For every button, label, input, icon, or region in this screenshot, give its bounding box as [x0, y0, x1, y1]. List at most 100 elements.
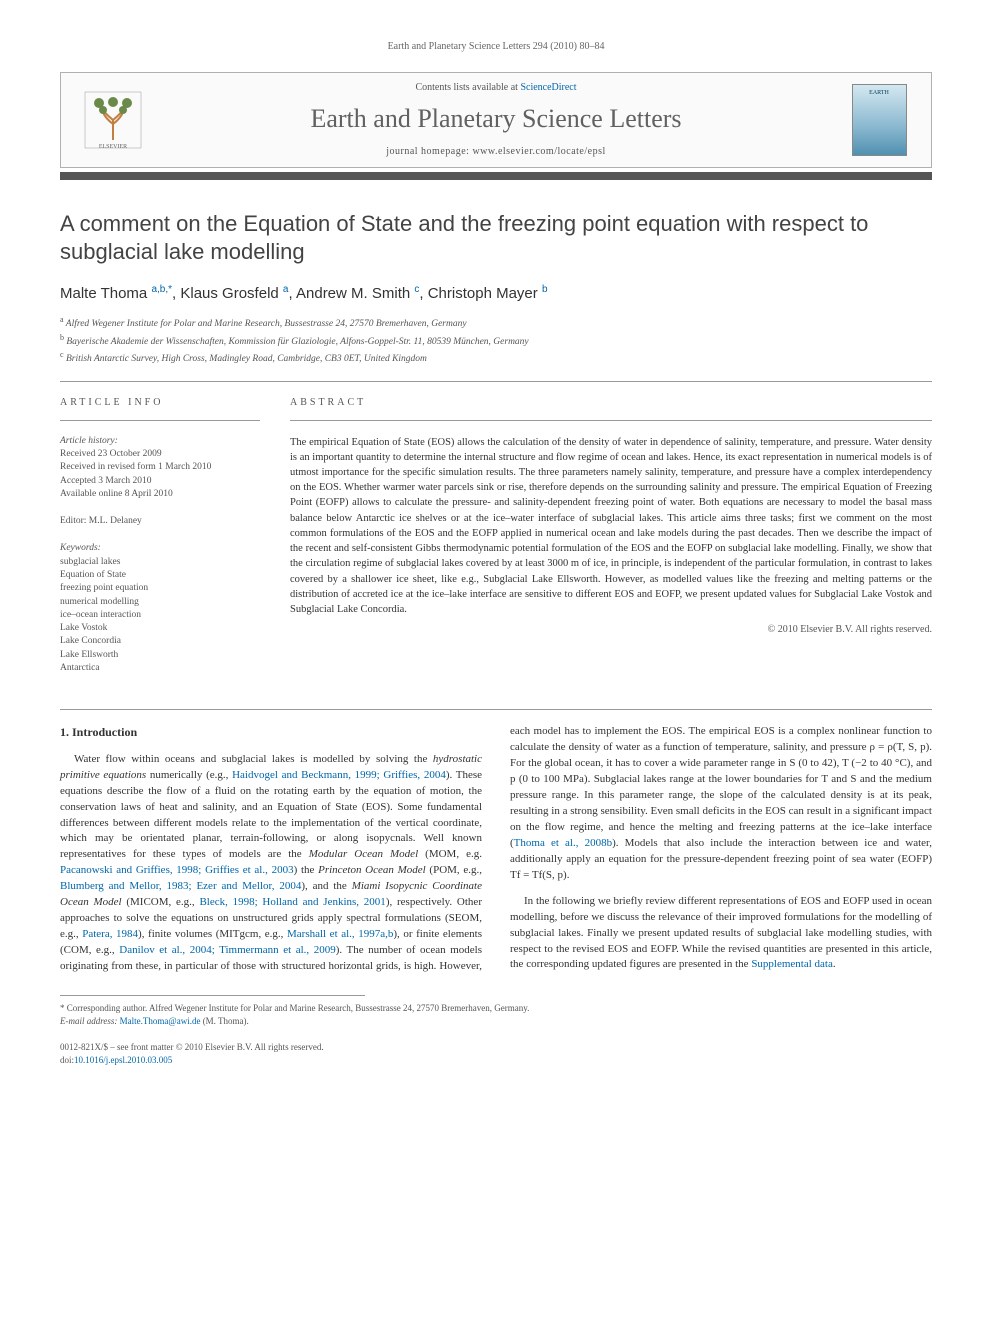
email-label: E-mail address: — [60, 1016, 120, 1026]
email-attribution: (M. Thoma). — [200, 1016, 248, 1026]
keywords-head: Keywords: — [60, 542, 260, 555]
contents-line: Contents lists available at ScienceDirec… — [153, 81, 839, 95]
citation-link[interactable]: Thoma et al., 2008b — [514, 837, 612, 849]
affiliation-list: a Alfred Wegener Institute for Polar and… — [60, 314, 932, 366]
journal-title: Earth and Planetary Science Letters — [153, 101, 839, 137]
separator — [60, 420, 260, 421]
abstract-heading: abstract — [290, 396, 932, 410]
keyword: numerical modelling — [60, 596, 260, 609]
author-marks: a,b,* — [151, 284, 172, 295]
author-list: Malte Thoma a,b,*, Klaus Grosfeld a, And… — [60, 283, 932, 304]
author-name: Christoph Mayer — [428, 285, 538, 302]
body-text: ) the — [294, 864, 319, 876]
body-text: In the following we briefly review diffe… — [510, 895, 932, 971]
history-head: Article history: — [60, 435, 260, 448]
history-line: Received 23 October 2009 — [60, 448, 260, 461]
keyword: Lake Ellsworth — [60, 649, 260, 662]
citation-link[interactable]: Patera, 1984 — [82, 928, 138, 940]
affil-mark: a — [60, 315, 64, 324]
separator — [60, 709, 932, 710]
body-text: ). These equations describe the flow of … — [60, 769, 482, 861]
corresponding-author: * Corresponding author. Alfred Wegener I… — [60, 1002, 932, 1015]
supplemental-link[interactable]: Supplemental data — [751, 958, 833, 970]
journal-cover-thumb: EARTH — [852, 84, 907, 156]
info-abstract-row: article info Article history: Received 2… — [60, 396, 932, 690]
body-text: Water flow within oceans and subglacial … — [74, 753, 433, 765]
keyword: subglacial lakes — [60, 556, 260, 569]
author-marks: a — [283, 284, 289, 295]
body-text: e.g., — [96, 944, 119, 956]
journal-homepage-line: journal homepage: www.elsevier.com/locat… — [153, 145, 839, 159]
doi-line: doi:10.1016/j.epsl.2010.03.005 — [60, 1054, 932, 1067]
author-name: Klaus Grosfeld — [180, 285, 278, 302]
body-text: ), finite volumes (MITgcm, e.g., — [138, 928, 287, 940]
citation-link[interactable]: Blumberg and Mellor, 1983; Ezer and Mell… — [60, 880, 301, 892]
keyword: freezing point equation — [60, 582, 260, 595]
doi-link[interactable]: 10.1016/j.epsl.2010.03.005 — [74, 1055, 172, 1065]
abstract-text: The empirical Equation of State (EOS) al… — [290, 435, 932, 618]
body-text: (MICOM, e.g., — [122, 896, 200, 908]
author-name: Andrew M. Smith — [296, 285, 410, 302]
keyword: Lake Concordia — [60, 635, 260, 648]
author-name: Malte Thoma — [60, 285, 147, 302]
separator — [290, 420, 932, 421]
abstract-col: abstract The empirical Equation of State… — [290, 396, 932, 690]
affiliation: c British Antarctic Survey, High Cross, … — [60, 349, 932, 366]
email-link[interactable]: Malte.Thoma@awi.de — [120, 1016, 201, 1026]
body-text: ), and the — [301, 880, 351, 892]
body-italic: Princeton Ocean Model — [318, 864, 426, 876]
separator — [60, 381, 932, 382]
affiliation: a Alfred Wegener Institute for Polar and… — [60, 314, 932, 331]
article-info-col: article info Article history: Received 2… — [60, 396, 260, 690]
citation-link[interactable]: Bleck, 1998; Holland and Jenkins, 2001 — [199, 896, 385, 908]
body-text: (POM, e.g., — [426, 864, 482, 876]
body-paragraph: In the following we briefly review diffe… — [510, 894, 932, 974]
body-two-col: 1. Introduction Water flow within oceans… — [60, 724, 932, 979]
keywords-block: Keywords: subglacial lakes Equation of S… — [60, 542, 260, 675]
publisher-logo-slot: ELSEVIER — [73, 90, 153, 150]
author-marks: c — [414, 284, 419, 295]
history-block: Article history: Received 23 October 200… — [60, 435, 260, 501]
affil-mark: c — [60, 350, 64, 359]
sciencedirect-link[interactable]: ScienceDirect — [520, 82, 576, 93]
affiliation: b Bayerische Akademie der Wissenschaften… — [60, 332, 932, 349]
homepage-url: www.elsevier.com/locate/epsl — [472, 146, 605, 157]
issn-copyright: 0012-821X/$ – see front matter © 2010 El… — [60, 1041, 932, 1054]
body-text: numerically (e.g., — [146, 769, 232, 781]
contents-prefix: Contents lists available at — [415, 82, 520, 93]
citation-link[interactable]: Pacanowski and Griffies, 1998; Griffies … — [60, 864, 294, 876]
body-italic: Modular Ocean Model — [309, 848, 418, 860]
journal-banner: ELSEVIER Contents lists available at Sci… — [60, 72, 932, 168]
citation-link[interactable]: Haidvogel and Beckmann, 1999; Griffies, … — [232, 769, 446, 781]
banner-underline — [60, 172, 932, 180]
author-marks: b — [542, 284, 548, 295]
affil-text: Bayerische Akademie der Wissenschaften, … — [66, 337, 528, 347]
doi-label: doi: — [60, 1055, 74, 1065]
body-text: (MOM, e.g. — [418, 848, 482, 860]
keyword: ice–ocean interaction — [60, 609, 260, 622]
history-line: Available online 8 April 2010 — [60, 488, 260, 501]
running-head: Earth and Planetary Science Letters 294 … — [60, 40, 932, 54]
front-matter-line: 0012-821X/$ – see front matter © 2010 El… — [60, 1041, 932, 1066]
footnotes: * Corresponding author. Alfred Wegener I… — [60, 1002, 932, 1027]
editor-block: Editor: M.L. Delaney — [60, 515, 260, 528]
abstract-copyright: © 2010 Elsevier B.V. All rights reserved… — [290, 623, 932, 637]
footnote-separator — [60, 995, 365, 996]
affil-mark: b — [60, 333, 64, 342]
keyword: Lake Vostok — [60, 622, 260, 635]
svg-text:ELSEVIER: ELSEVIER — [99, 144, 127, 150]
email-line: E-mail address: Malte.Thoma@awi.de (M. T… — [60, 1015, 932, 1028]
elsevier-tree-logo: ELSEVIER — [83, 90, 143, 150]
homepage-prefix: journal homepage: — [386, 146, 472, 157]
affil-text: British Antarctic Survey, High Cross, Ma… — [66, 354, 427, 364]
history-line: Received in revised form 1 March 2010 — [60, 461, 260, 474]
article-title: A comment on the Equation of State and t… — [60, 210, 932, 265]
keyword: Antarctica — [60, 662, 260, 675]
editor-name: M.L. Delaney — [89, 516, 142, 526]
affil-text: Alfred Wegener Institute for Polar and M… — [66, 320, 467, 330]
history-line: Accepted 3 March 2010 — [60, 475, 260, 488]
citation-link[interactable]: Danilov et al., 2004; Timmermann et al.,… — [119, 944, 335, 956]
banner-center: Contents lists available at ScienceDirec… — [153, 81, 839, 159]
editor-label: Editor: — [60, 516, 86, 526]
citation-link[interactable]: Marshall et al., 1997a,b — [287, 928, 393, 940]
